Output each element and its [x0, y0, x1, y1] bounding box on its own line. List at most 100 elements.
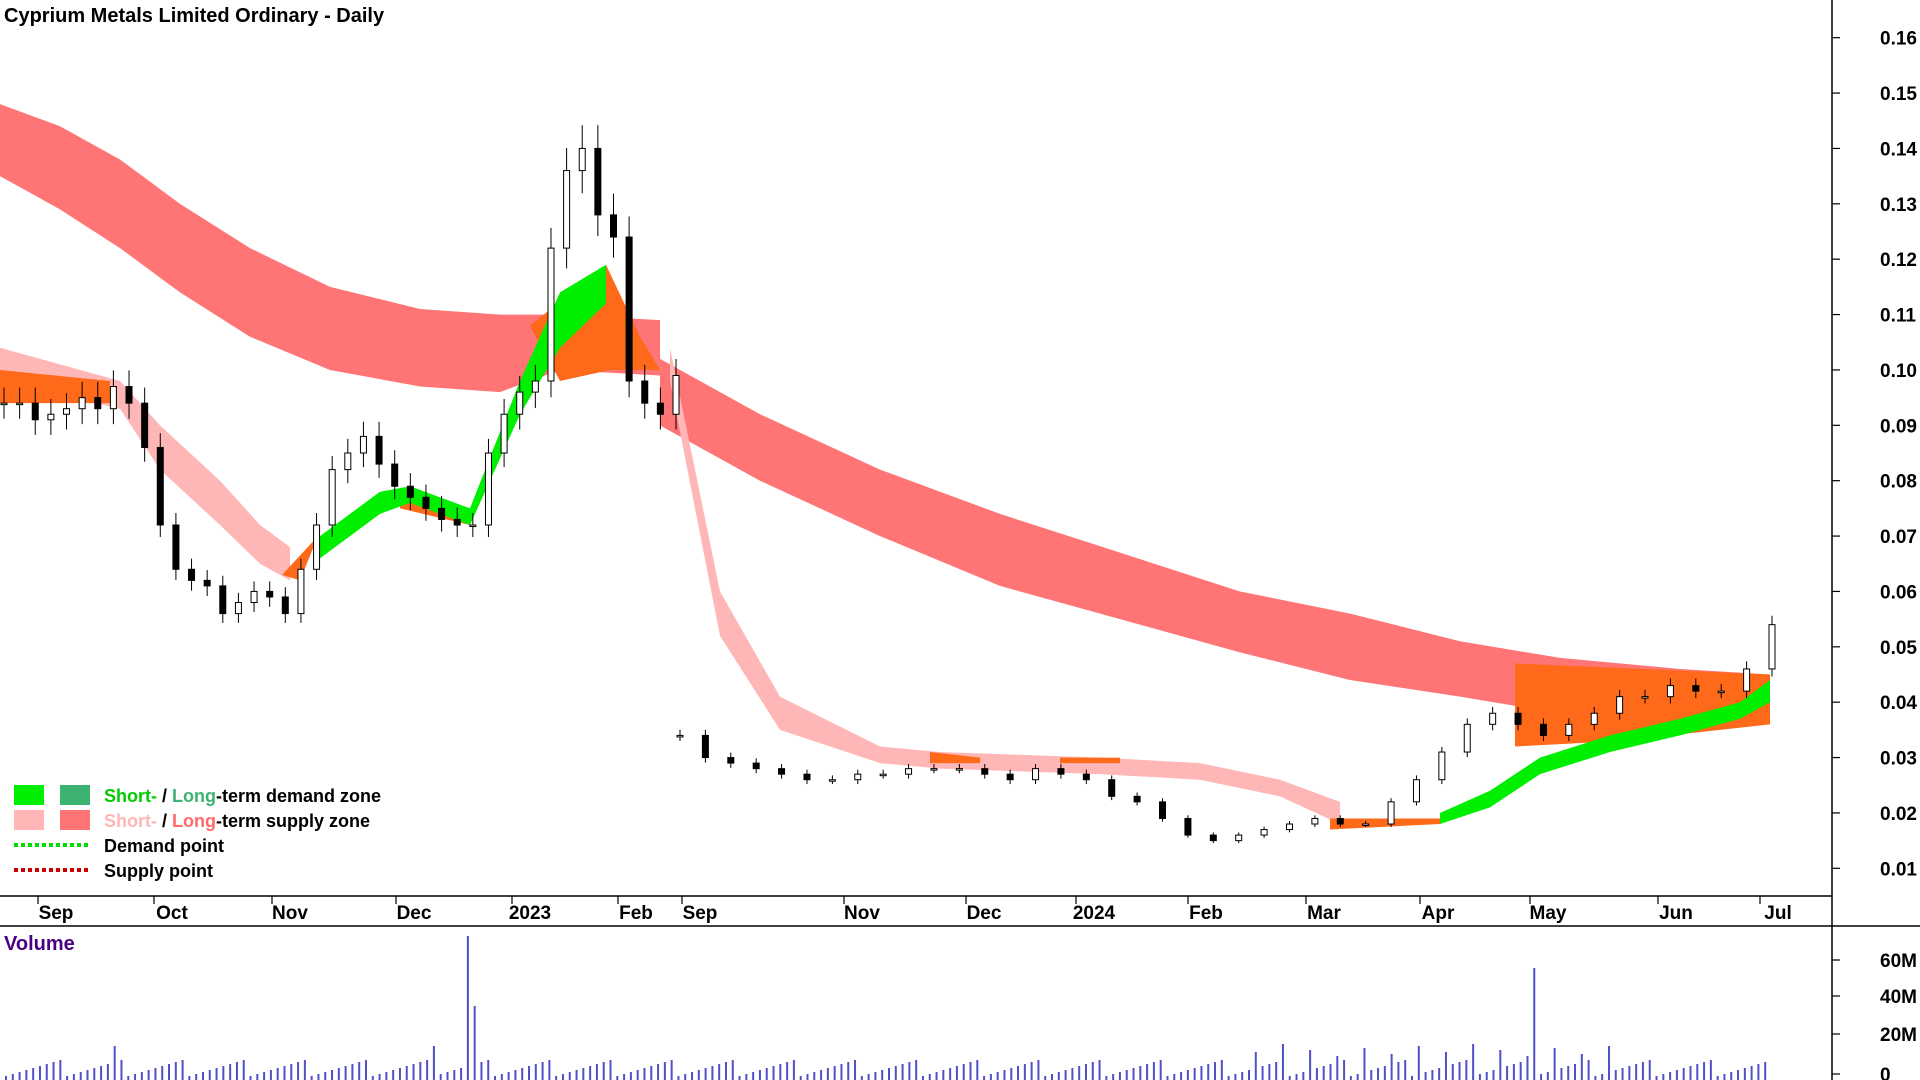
volume-tick-label: 20M [1880, 1025, 1917, 1046]
x-tick-label: Nov [844, 903, 880, 924]
y-tick-label: 0.03 [1880, 749, 1917, 770]
x-tick-label: Feb [1189, 903, 1223, 924]
candle-2022-body [234, 602, 242, 615]
candle-2022-body [16, 402, 24, 406]
candle-2023-body [701, 734, 709, 759]
candle-2023-body [1641, 696, 1649, 699]
y-tick-label: 0.10 [1880, 361, 1917, 382]
candle-2023-body [1438, 751, 1446, 781]
x-tick-label: Dec [397, 903, 432, 924]
x-tick-label: Jun [1659, 903, 1693, 924]
candle-2022-body [422, 496, 430, 509]
candle-2022-body [656, 402, 664, 415]
candle-2022-body [156, 446, 164, 526]
candle-2023-body [1565, 723, 1573, 736]
candle-2023-body [1082, 773, 1090, 781]
candle-2022-body [94, 397, 102, 410]
candle-2023-body [1692, 685, 1700, 692]
candle-2023-body [905, 768, 913, 775]
candle-2022-body [313, 524, 321, 570]
y-tick-label: 0.02 [1880, 804, 1917, 825]
legend-swatch-short [14, 810, 44, 830]
candle-2022-body [297, 568, 305, 615]
candle-2023-body [1463, 723, 1471, 753]
candle-2023-body [1768, 624, 1776, 670]
x-tick-label: Sep [39, 903, 74, 924]
transition-zone-6 [1060, 757, 1120, 764]
candle-2022-body [391, 463, 399, 487]
x-tick-label: May [1530, 903, 1567, 924]
short-term-demand-zone-2 [1440, 680, 1770, 825]
candle-2022-body [438, 507, 446, 520]
candle-2023-body [1412, 779, 1420, 803]
candle-2023-body [1311, 817, 1319, 825]
x-tick-label: Nov [272, 903, 308, 924]
y-tick-label: 0.05 [1880, 638, 1917, 659]
y-tick-label: 0.16 [1880, 29, 1917, 50]
volume-tick-label: 60M [1880, 951, 1917, 972]
y-tick-label: 0.12 [1880, 250, 1917, 271]
candles-layer [0, 125, 1776, 844]
candle-2022-body [672, 374, 680, 415]
x-tick-label: Sep [683, 903, 718, 924]
x-tick-label: Apr [1422, 903, 1455, 924]
legend-swatch-short [14, 785, 44, 805]
y-tick-label: 0.08 [1880, 472, 1917, 493]
candle-2023-body [1336, 817, 1344, 825]
candle-2023-body [752, 762, 760, 770]
candle-2023-body [1539, 723, 1547, 736]
y-tick-label: 0.13 [1880, 195, 1917, 216]
candle-2023-body [1514, 712, 1522, 725]
candle-2023-body [930, 768, 938, 771]
candle-2022-body [109, 386, 117, 410]
candle-2022-body [375, 435, 383, 465]
x-tick-label: Mar [1307, 903, 1341, 924]
volume-layer [5, 936, 1767, 1080]
candle-2022-body [609, 214, 617, 238]
candle-2022-body [594, 147, 602, 216]
candle-2022-body [188, 568, 196, 581]
legend-swatch-long [60, 785, 90, 805]
candle-2023-body [803, 773, 811, 781]
candle-2023-body [1235, 834, 1243, 842]
candle-2022-body [406, 485, 414, 498]
candle-2022-body [500, 413, 508, 454]
chart-title: Cyprium Metals Limited Ordinary - Daily [4, 5, 385, 27]
short-term-supply-zone-1 [0, 347, 290, 581]
candle-2023-body [1184, 817, 1192, 836]
candle-2022-body [547, 247, 555, 382]
candle-2022-body [359, 435, 367, 454]
candle-2022-body [281, 596, 289, 615]
x-tick-label: Dec [967, 903, 1002, 924]
volume-tick-label: 40M [1880, 987, 1917, 1008]
candle-2022-body [219, 585, 227, 615]
candle-2022-body [625, 236, 633, 382]
y-tick-label: 0.14 [1880, 139, 1917, 160]
candle-2023-body [828, 779, 836, 782]
candle-2022-body [125, 386, 133, 404]
candle-2022-body [516, 391, 524, 415]
candle-2023-body [1743, 668, 1751, 692]
legend-label: Short- / Long-term demand zone [104, 786, 381, 806]
candle-2023-body [854, 773, 862, 781]
volume-tick-label: 0 [1880, 1065, 1891, 1080]
candle-2022-body [469, 524, 477, 527]
candle-2023-body [1057, 768, 1065, 775]
candle-2023-body [1362, 823, 1370, 827]
candle-2023-body [955, 768, 963, 771]
candle-2023-body [879, 773, 887, 777]
x-tick-label: Oct [156, 903, 188, 924]
candle-2022-body [172, 524, 180, 570]
candle-2023-body [727, 757, 735, 764]
candle-2022-body [203, 579, 211, 587]
legend-swatch-long [60, 810, 90, 830]
y-tick-label: 0.06 [1880, 582, 1917, 603]
transition-zone-7 [1330, 818, 1440, 830]
legend-label: Supply point [104, 861, 213, 881]
volume-label: Volume [4, 933, 75, 955]
candle-2023-body [676, 734, 684, 738]
x-tick-label: Jul [1764, 903, 1791, 924]
y-tick-label: 0.09 [1880, 416, 1917, 437]
candle-2023-body [1209, 834, 1217, 842]
